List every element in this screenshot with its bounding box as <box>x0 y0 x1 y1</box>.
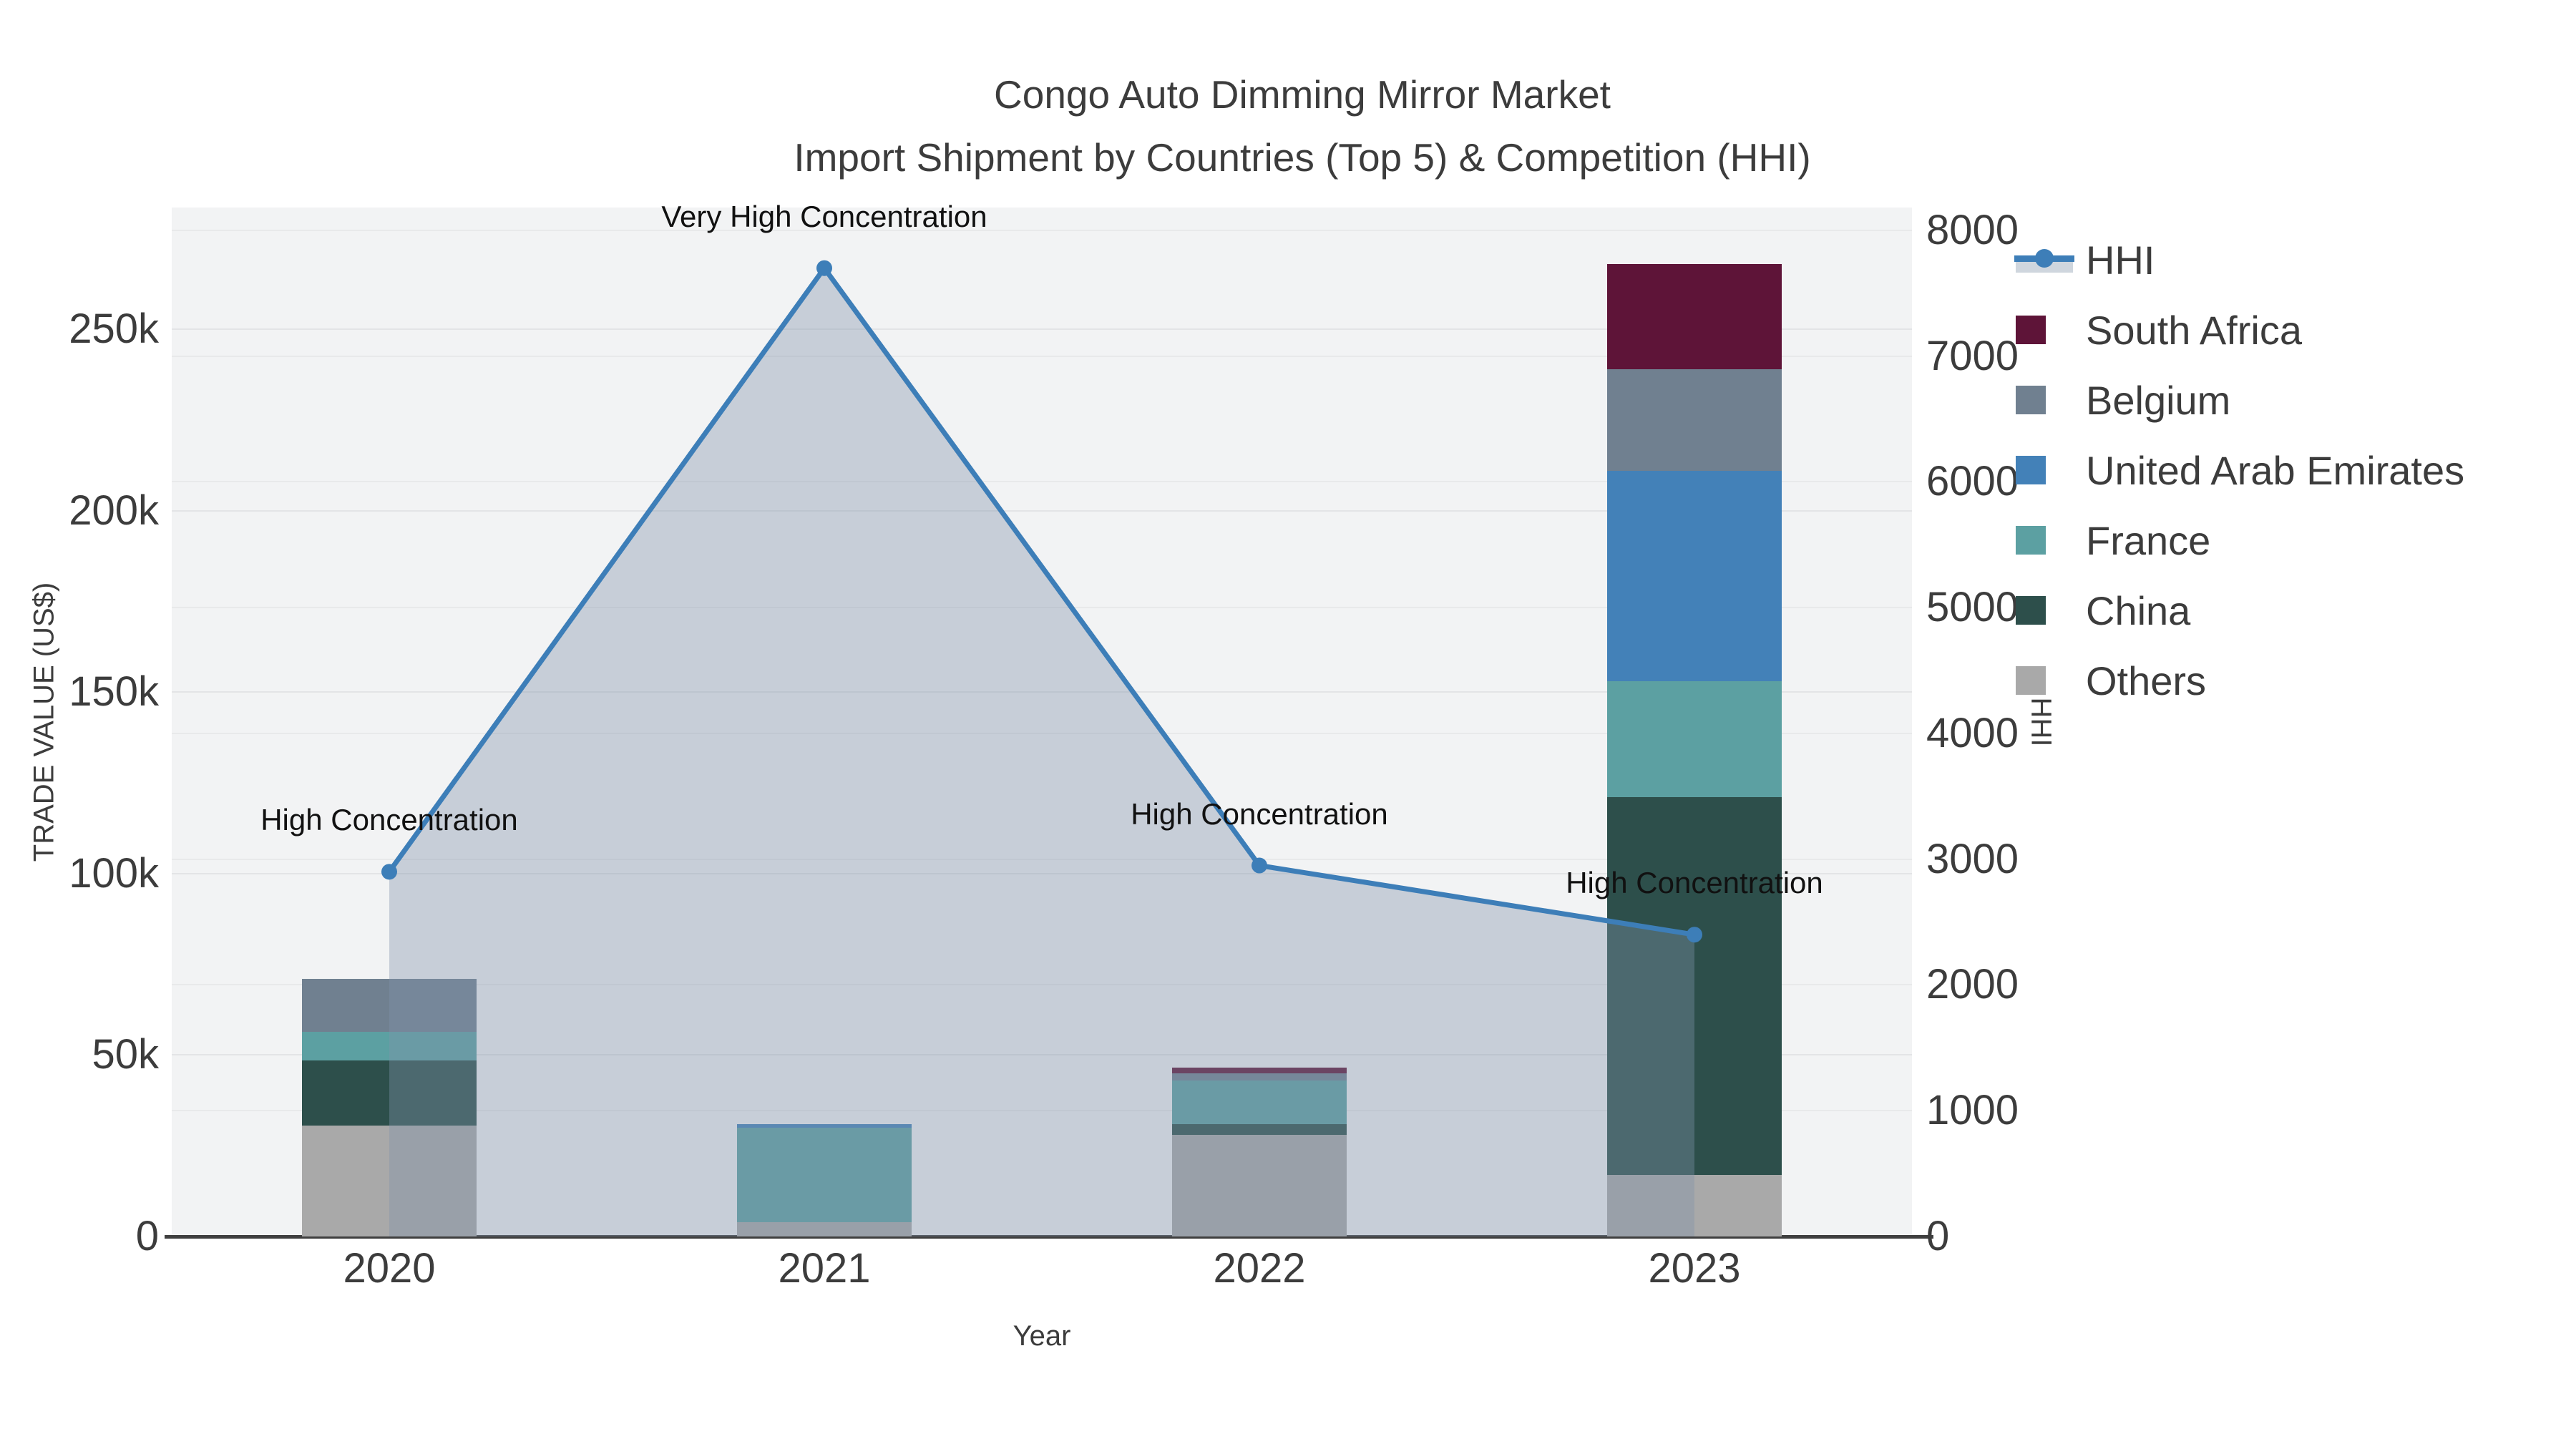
legend-label-belgium: Belgium <box>2086 377 2231 423</box>
legend-item-united-arab-emirates[interactable]: United Arab Emirates <box>2014 435 2464 505</box>
legend-item-france[interactable]: France <box>2014 505 2464 575</box>
gridline-right-8000 <box>172 229 1912 231</box>
y-right-tick-5000: 5000 <box>1926 584 2019 631</box>
legend-swatch-united-arab-emirates <box>2016 456 2046 484</box>
chart-title-line2: Import Shipment by Countries (Top 5) & C… <box>794 135 1811 180</box>
gridline-right-3000 <box>172 858 1912 860</box>
x-tick-2020: 2020 <box>343 1245 436 1292</box>
x-tick-2021: 2021 <box>778 1245 871 1292</box>
annotation-2023: High Concentration <box>1566 866 1823 900</box>
bar-segment-2020-belgium[interactable] <box>302 979 477 1032</box>
y-right-tick-2000: 2000 <box>1926 961 2019 1008</box>
bar-segment-2023-france[interactable] <box>1607 681 1782 798</box>
y-right-tick-1000: 1000 <box>1926 1087 2019 1134</box>
hhi-line[interactable] <box>387 263 1695 937</box>
bar-segment-2023-others[interactable] <box>1607 1174 1782 1236</box>
y-left-tick-50k: 50k <box>92 1031 159 1078</box>
bar-segment-2022-france[interactable] <box>1172 1080 1347 1124</box>
y-left-tick-250k: 250k <box>69 306 159 353</box>
legend-swatch-others <box>2016 666 2046 695</box>
y-right-tick-4000: 4000 <box>1926 709 2019 756</box>
legend-symbol-hhi <box>2014 238 2077 281</box>
legend-swatch-belgium <box>2016 386 2046 414</box>
y-left-tick-100k: 100k <box>69 849 159 897</box>
legend-label-south-africa: South Africa <box>2086 307 2302 353</box>
x-axis-title: Year <box>1013 1320 1071 1352</box>
legend-item-south-africa[interactable]: South Africa <box>2014 295 2464 365</box>
y-left-tick-200k: 200k <box>69 487 159 534</box>
gridline-right-1000 <box>172 1110 1912 1112</box>
annotation-2021: Very High Concentration <box>661 199 987 233</box>
chart-title-line1: Congo Auto Dimming Mirror Market <box>994 72 1611 117</box>
annotation-2020: High Concentration <box>260 803 518 837</box>
hhi-point-2020[interactable] <box>381 864 397 880</box>
bar-segment-2023-belgium[interactable] <box>1607 369 1782 472</box>
bar-segment-2020-china[interactable] <box>302 1060 477 1126</box>
bar-segment-2022-china[interactable] <box>1172 1123 1347 1136</box>
annotation-2022: High Concentration <box>1131 796 1388 831</box>
bar-segment-2021-others[interactable] <box>737 1221 912 1236</box>
legend-label-united-arab-emirates: United Arab Emirates <box>2086 447 2465 493</box>
hhi-area-fill <box>389 268 1694 1236</box>
gridline-right-2000 <box>172 984 1912 986</box>
legend-swatch-south-africa <box>2016 316 2046 344</box>
x-tick-2023: 2023 <box>1648 1245 1741 1292</box>
legend-label-china: China <box>2086 587 2191 633</box>
gridline-right-7000 <box>172 355 1912 357</box>
chart-title: Congo Auto Dimming Mirror Market Import … <box>172 63 2433 189</box>
y-right-tick-7000: 7000 <box>1926 332 2019 379</box>
y-right-tick-6000: 6000 <box>1926 458 2019 505</box>
legend-swatch-china <box>2016 596 2046 625</box>
bar-segment-2020-others[interactable] <box>302 1126 477 1236</box>
legend-item-others[interactable]: Others <box>2014 645 2464 716</box>
bar-segment-2021-france[interactable] <box>737 1127 912 1222</box>
gridline-left-50000 <box>172 1054 1912 1056</box>
legend-symbol-others <box>2014 666 2077 695</box>
bar-segment-2021-united-arab-emirates[interactable] <box>737 1123 912 1128</box>
legend-symbol-belgium <box>2014 386 2077 414</box>
legend-swatch-france <box>2016 526 2046 555</box>
legend-symbol-china <box>2014 596 2077 625</box>
bar-segment-2022-others[interactable] <box>1172 1135 1347 1236</box>
hhi-line-layer <box>381 260 1702 1236</box>
bar-segment-2023-south-africa[interactable] <box>1607 264 1782 370</box>
legend-item-china[interactable]: China <box>2014 575 2464 645</box>
legend-symbol-united-arab-emirates <box>2014 456 2077 484</box>
bar-segment-2023-china[interactable] <box>1607 797 1782 1175</box>
hhi-point-2022[interactable] <box>1252 857 1267 874</box>
gridline-left-250000 <box>172 328 1912 331</box>
hhi-point-2023[interactable] <box>1687 927 1702 943</box>
y-right-tick-0: 0 <box>1926 1213 1950 1259</box>
x-tick-2022: 2022 <box>1213 1245 1306 1292</box>
legend-label-france: France <box>2086 517 2211 563</box>
bar-segment-2020-france[interactable] <box>302 1031 477 1061</box>
hhi-legend-glyph <box>2014 249 2074 273</box>
legend-symbol-france <box>2014 526 2077 555</box>
gridline-left-100000 <box>172 872 1912 874</box>
x-axis-line <box>165 1235 1933 1239</box>
gridline-right-6000 <box>172 481 1912 483</box>
legend-symbol-south-africa <box>2014 316 2077 344</box>
legend-label-hhi: HHI <box>2086 237 2155 283</box>
legend: HHI South Africa Belgium United Arab Emirat… <box>2014 225 2464 716</box>
y-axis-title-left: TRADE VALUE (US$) <box>28 582 60 862</box>
bar-segment-2022-south-africa[interactable] <box>1172 1068 1347 1073</box>
hhi-point-2021[interactable] <box>816 260 832 276</box>
plot-area: High Concentration Very High Concentratio… <box>165 200 1933 1239</box>
legend-item-hhi[interactable]: HHI <box>2014 225 2464 295</box>
gridline-left-200000 <box>172 509 1912 512</box>
bar-segment-2022-belgium[interactable] <box>1172 1073 1347 1080</box>
gridline-right-5000 <box>172 607 1912 609</box>
bar-segment-2023-united-arab-emirates[interactable] <box>1607 471 1782 682</box>
y-left-tick-150k: 150k <box>69 668 159 716</box>
y-left-tick-0: 0 <box>135 1213 159 1259</box>
y-right-tick-8000: 8000 <box>1926 206 2019 253</box>
legend-label-others: Others <box>2086 658 2207 703</box>
legend-item-belgium[interactable]: Belgium <box>2014 365 2464 435</box>
y-right-tick-3000: 3000 <box>1926 835 2019 882</box>
gridline-left-150000 <box>172 691 1912 693</box>
gridline-right-4000 <box>172 732 1912 734</box>
